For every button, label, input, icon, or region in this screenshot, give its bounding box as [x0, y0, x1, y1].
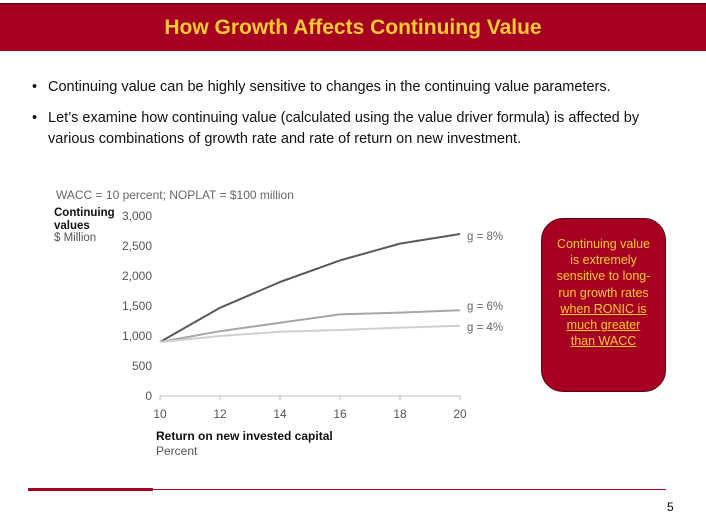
- x-tick-label: 20: [453, 407, 467, 421]
- series-label: g = 6%: [467, 301, 503, 313]
- x-axis-label: Return on new invested capital: [156, 429, 333, 443]
- series-line: [159, 233, 461, 343]
- bullet-2-text: Let’s examine how continuing value (calc…: [48, 110, 640, 147]
- y-tick-label: 500: [132, 359, 152, 373]
- y-tick-label: 0: [145, 389, 152, 403]
- callout-line-underlined: when RONIC is: [560, 301, 647, 316]
- x-tick-label: 10: [153, 407, 167, 421]
- y-tick-label: 1,500: [122, 299, 152, 313]
- bullet-dot: •: [32, 79, 38, 95]
- x-tick-label: 12: [213, 407, 227, 421]
- callout-line-underlined: than WACC: [570, 334, 637, 349]
- callout-box: [541, 218, 666, 392]
- x-tick-label: 18: [393, 407, 407, 421]
- y-axis-label-box: Continuing values $ Million: [54, 207, 115, 244]
- footer-accent: [28, 488, 153, 491]
- callout-text: Continuing value is extremely sensitive to…: [547, 236, 660, 349]
- series-line: [159, 324, 461, 343]
- slide-title: How Growth Affects Continuing Value: [164, 16, 542, 39]
- callout-line: Continuing value: [556, 237, 651, 251]
- chart-subtitle: WACC = 10 percent; NOPLAT = $100 million: [56, 188, 294, 202]
- y-axis-unit: $ Million: [54, 232, 97, 244]
- title-bar: [0, 3, 706, 51]
- x-tick-label: 16: [333, 407, 347, 421]
- bullet-1-text: Continuing value can be highly sensitive…: [48, 79, 611, 95]
- callout-line: is extremely: [570, 253, 637, 268]
- callout-line-underlined: much greater: [566, 318, 641, 333]
- x-tick-label: 14: [273, 407, 287, 421]
- series-line: [159, 309, 461, 343]
- y-tick-label: 3,000: [122, 209, 152, 223]
- y-axis-label: Continuing values: [54, 207, 115, 232]
- page-number: 5: [667, 500, 674, 514]
- callout-line: run growth rates: [558, 285, 649, 300]
- x-axis-unit: Percent: [156, 444, 198, 458]
- y-tick-label: 2,500: [122, 239, 152, 253]
- series-label: g = 4%: [467, 322, 503, 334]
- series-label: g = 8%: [467, 231, 503, 243]
- callout-line: sensitive to long-: [556, 269, 651, 284]
- bullet-dot: •: [32, 110, 38, 126]
- y-tick-label: 1,000: [122, 329, 152, 343]
- footer-divider: [28, 489, 666, 490]
- y-tick-label: 2,000: [122, 269, 152, 283]
